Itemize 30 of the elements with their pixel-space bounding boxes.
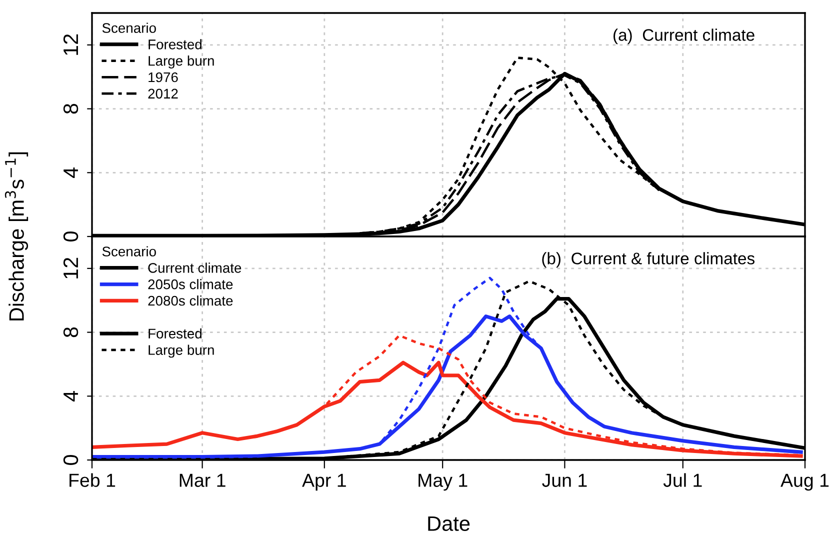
legend-label: Current climate — [148, 262, 242, 273]
y-tick-label: 4 — [64, 390, 78, 402]
legend-title: Scenario — [102, 22, 156, 33]
text: (a) Current climate — [614, 28, 754, 44]
y-tick-label: 8 — [63, 327, 78, 338]
y-tick-label: 12 — [63, 258, 78, 278]
legend-label: Large burn — [148, 56, 214, 69]
x-tick-label: Jul 1 — [663, 473, 702, 487]
y-tick-label: 0 — [63, 455, 78, 465]
x-tick-label: May 1 — [418, 474, 468, 491]
legend-label: Forested — [148, 39, 202, 50]
legend-label: 2012 — [148, 88, 178, 99]
legend-label: 2050s climate — [148, 279, 233, 290]
x-tick-label: Feb 1 — [70, 473, 116, 487]
legend-label: 1976 — [148, 72, 178, 82]
y-tick-label: 4 — [64, 167, 78, 178]
x-tick-label: Mar 1 — [180, 474, 226, 487]
legend-label: 2080s climate — [148, 295, 233, 306]
text: (b) Current & future climates — [542, 252, 754, 268]
y-tick-label: 8 — [63, 104, 78, 114]
y-axis-title: Discharge [m$^{3}$s$^{−1}$] — [4, 152, 28, 320]
y-tick-label: 0 — [63, 232, 78, 242]
x-tick-label: Aug 1 — [780, 474, 829, 491]
legend-label: Forested — [148, 328, 202, 339]
y-tick-label: 12 — [63, 34, 78, 55]
legend-title: Scenario — [102, 246, 156, 256]
x-tick-label: Apr 1 — [302, 474, 346, 491]
x-tick-label: Jun 1 — [542, 474, 587, 487]
legend-label: Large burn — [148, 344, 214, 358]
x-axis-title: Date — [428, 516, 470, 531]
